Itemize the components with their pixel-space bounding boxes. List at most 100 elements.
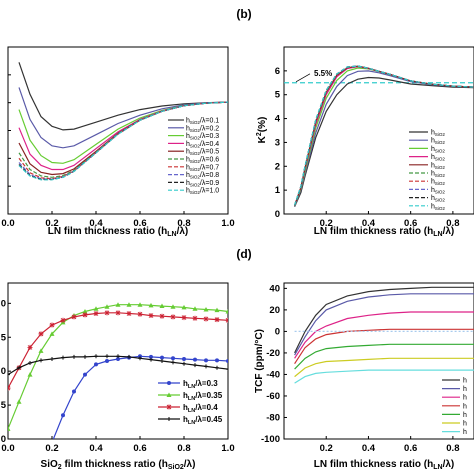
xtick-label-3: 0.6 bbox=[133, 218, 146, 229]
series-1-point-17 bbox=[192, 306, 198, 311]
legend-label-2: hSiO2 bbox=[431, 146, 445, 154]
series-1-point-1 bbox=[16, 399, 22, 404]
series-2-point-6 bbox=[71, 314, 77, 320]
legend-label-9: hSiO2/λ=1.0 bbox=[186, 188, 219, 196]
ytick-label-7: -100 bbox=[261, 434, 280, 445]
panel-c-xlabel: SiO2 film thickness ratio (hSiO2/λ) bbox=[41, 459, 196, 471]
panel-b-label: (b) bbox=[236, 7, 251, 21]
series-2-point-13 bbox=[148, 313, 154, 319]
series-0-point-5 bbox=[105, 359, 109, 363]
series-1-point-16 bbox=[181, 304, 187, 310]
xtick-label-4: 0.8 bbox=[177, 218, 190, 229]
series-line-1 bbox=[294, 70, 474, 207]
panel-d-ylabel: TCF (ppm/°C) bbox=[254, 329, 265, 393]
legend-label-8: hSiO2 bbox=[431, 195, 445, 203]
ytick-label-1: 5 bbox=[1, 400, 7, 411]
series-2-point-0 bbox=[8, 385, 11, 391]
series-line-2 bbox=[294, 311, 474, 359]
series-1-point-18 bbox=[203, 306, 209, 312]
series-2-point-11 bbox=[126, 311, 132, 317]
series-3-point-8 bbox=[94, 354, 98, 359]
ytick-label-2: 0 bbox=[275, 326, 280, 337]
series-0-point-10 bbox=[160, 355, 164, 360]
legend-label-0: hLN/λ=0.3 bbox=[183, 379, 218, 390]
legend-label-9: hSiO2 bbox=[431, 203, 445, 211]
ytick-label-3: -20 bbox=[266, 348, 280, 359]
series-1-point-0 bbox=[8, 426, 11, 431]
series-line-1 bbox=[294, 293, 474, 356]
series-2-point-15 bbox=[170, 314, 176, 320]
legend-label-2: h bbox=[463, 395, 467, 402]
legend-label-4: hSiO2 bbox=[431, 162, 445, 170]
panel-c: 0.0 0.2 0.4 0.6 0.8 1.005050hLN/λ=0.3hLN/λ=0.… bbox=[1, 282, 235, 471]
series-0-point-16 bbox=[226, 359, 228, 363]
series-3-point-14 bbox=[160, 359, 164, 363]
legend-label-2: hLN/λ=0.4 bbox=[183, 403, 218, 414]
ytick-label-6: -80 bbox=[266, 412, 280, 423]
xtick-label-1: 0.2 bbox=[45, 443, 58, 454]
series-line-3 bbox=[294, 328, 474, 365]
series-0-point-14 bbox=[204, 358, 208, 363]
legend-label-7: hSiO2/λ=0.8 bbox=[186, 172, 219, 180]
legend-label-7: hSiO2 bbox=[431, 187, 445, 195]
series-3-point-13 bbox=[149, 357, 153, 362]
xtick-label-0: 0.2 bbox=[320, 443, 333, 454]
series-2-point-2 bbox=[27, 344, 33, 350]
series-2-point-19 bbox=[214, 317, 220, 323]
series-line-9 bbox=[18, 101, 228, 181]
series-1-point-7 bbox=[82, 308, 88, 314]
series-1-point-12 bbox=[137, 302, 143, 307]
legend-label-1: hSiO2/λ=0.2 bbox=[186, 125, 219, 133]
legend-label-0: hSiO2 bbox=[431, 130, 445, 138]
legend-label-5: hSiO2/λ=0.6 bbox=[186, 157, 219, 165]
xtick-label-0: 0.0 bbox=[1, 218, 14, 229]
series-1-point-4 bbox=[49, 331, 55, 336]
series-1-point-20 bbox=[225, 308, 228, 314]
series-3-point-12 bbox=[138, 356, 142, 361]
series-2-point-12 bbox=[137, 311, 143, 317]
ytick-label-4: 0 bbox=[1, 298, 6, 309]
series-3-point-17 bbox=[193, 363, 197, 368]
series-line-0 bbox=[294, 76, 474, 208]
series-0-point-12 bbox=[182, 356, 186, 361]
legend-label-6: h bbox=[463, 429, 467, 436]
panel-b-ylabel: K2(%) bbox=[256, 117, 268, 144]
series-3-point-11 bbox=[127, 354, 131, 359]
ytick-label-0: 0 bbox=[1, 434, 6, 445]
series-2-point-14 bbox=[159, 313, 165, 319]
series-line-9 bbox=[294, 65, 474, 206]
xtick-label-3: 0.8 bbox=[446, 218, 459, 229]
series-2-point-16 bbox=[181, 315, 187, 321]
series-1-point-8 bbox=[93, 306, 99, 311]
series-2-point-8 bbox=[93, 311, 99, 317]
reference-label: 5.5% bbox=[314, 69, 332, 78]
series-2-point-7 bbox=[82, 312, 88, 318]
legend-label-4: h bbox=[463, 412, 467, 419]
series-3-point-10 bbox=[116, 354, 120, 359]
series-1-point-15 bbox=[170, 304, 176, 309]
legend-label-1: hLN/λ=0.35 bbox=[183, 391, 223, 402]
ytick-label-0: 0 bbox=[275, 209, 280, 220]
series-3-point-1 bbox=[17, 365, 21, 370]
series-3-point-4 bbox=[50, 356, 54, 361]
ytick-label-1: 1 bbox=[275, 185, 281, 196]
legend-label-4: hSiO2/λ=0.5 bbox=[186, 149, 219, 157]
series-2-point-10 bbox=[115, 310, 121, 316]
series-3-point-15 bbox=[171, 360, 175, 365]
xtick-label-0: 0.2 bbox=[320, 218, 333, 229]
series-0-point-6 bbox=[116, 356, 120, 361]
series-line-0 bbox=[294, 286, 474, 354]
series-2-point-17 bbox=[192, 315, 198, 321]
ytick-label-1: 20 bbox=[269, 305, 280, 316]
xtick-label-0: 0.0 bbox=[1, 443, 14, 454]
series-0-point-8 bbox=[138, 354, 142, 359]
xtick-label-2: 0.6 bbox=[404, 218, 417, 229]
xtick-label-2: 0.6 bbox=[404, 443, 417, 454]
series-3-point-0 bbox=[8, 372, 10, 377]
xtick-label-3: 0.8 bbox=[446, 443, 459, 454]
series-0-point-15 bbox=[215, 358, 219, 363]
series-0-point-9 bbox=[149, 354, 153, 359]
xtick-label-4: 0.8 bbox=[177, 443, 190, 454]
series-1-point-13 bbox=[148, 302, 154, 308]
